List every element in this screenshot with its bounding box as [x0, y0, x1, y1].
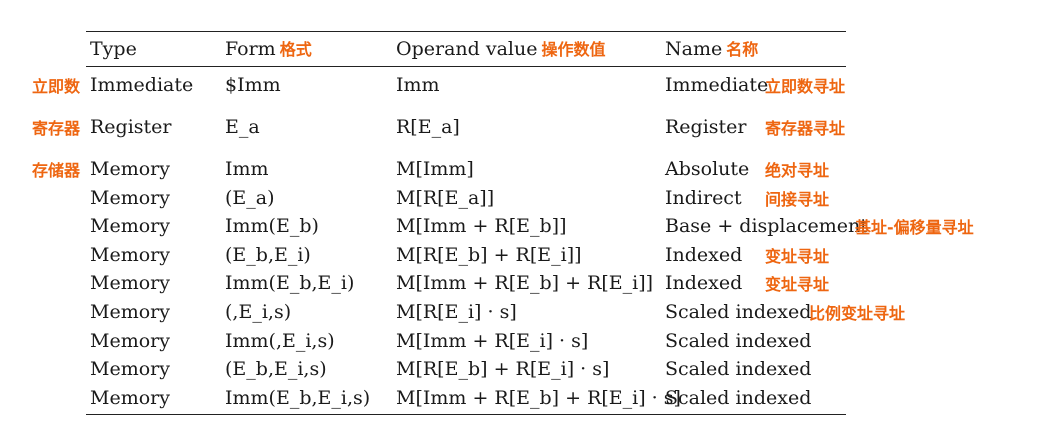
row-form: Imm(,E_i,s): [225, 330, 335, 352]
row-operand-value: M[R[E_b] + R[E_i]]: [396, 244, 582, 266]
header-operand-value-cn: 操作数值: [541, 40, 606, 59]
header-form-cn: 格式: [279, 40, 312, 59]
row-side-annotation: 立即数: [32, 77, 81, 96]
row-name: Scaled indexed: [665, 301, 812, 323]
row-form: E_a: [225, 116, 260, 138]
header-operand-value-label: Operand value: [396, 38, 538, 60]
row-name: Immediate: [665, 74, 769, 96]
row-name-annotation: 绝对寻址: [765, 161, 830, 180]
row-operand-value: M[R[E_i] · s]: [396, 301, 517, 323]
row-form: Imm(E_b,E_i): [225, 272, 355, 294]
row-form: Imm: [225, 158, 269, 180]
row-side-annotation: 寄存器: [32, 119, 81, 138]
row-name: Scaled indexed: [665, 387, 812, 409]
row-operand-value: Imm: [396, 74, 440, 96]
table-header-rule: [86, 66, 846, 67]
row-type: Immediate: [90, 74, 194, 96]
row-operand-value: M[R[E_b] + R[E_i] · s]: [396, 358, 610, 380]
header-operand-value: Operand value 操作数值: [396, 38, 605, 61]
header-name-cn: 名称: [726, 40, 759, 59]
row-name-annotation: 基址-偏移量寻址: [855, 218, 974, 237]
row-type: Memory: [90, 387, 170, 409]
row-form: Imm(E_b,E_i,s): [225, 387, 371, 409]
row-name-annotation: 寄存器寻址: [765, 119, 846, 138]
row-name: Indirect: [665, 187, 742, 209]
row-name: Register: [665, 116, 747, 138]
row-operand-value: M[Imm + R[E_i] · s]: [396, 330, 589, 352]
row-name-annotation: 立即数寻址: [765, 77, 846, 96]
row-name: Scaled indexed: [665, 330, 812, 352]
table-bottom-rule: [86, 414, 846, 415]
row-name-annotation: 间接寻址: [765, 190, 830, 209]
row-type: Memory: [90, 158, 170, 180]
row-operand-value: M[Imm + R[E_b] + R[E_i] · s]: [396, 387, 681, 409]
row-name-annotation: 变址寻址: [765, 247, 830, 266]
row-type: Memory: [90, 358, 170, 380]
row-name-annotation: 变址寻址: [765, 275, 830, 294]
header-name-label: Name: [665, 38, 723, 60]
row-name: Indexed: [665, 272, 743, 294]
header-name: Name 名称: [665, 38, 758, 61]
table-top-rule: [86, 31, 846, 32]
row-form: $Imm: [225, 74, 281, 96]
row-type: Memory: [90, 215, 170, 237]
row-operand-value: M[Imm + R[E_b]]: [396, 215, 567, 237]
row-name: Base + displacement: [665, 215, 868, 237]
row-form: (E_b,E_i,s): [225, 358, 327, 380]
row-type: Memory: [90, 330, 170, 352]
header-form-label: Form: [225, 38, 276, 60]
header-type: Type: [90, 38, 137, 60]
row-form: (E_a): [225, 187, 275, 209]
row-side-annotation: 存储器: [32, 161, 81, 180]
row-form: (E_b,E_i): [225, 244, 311, 266]
row-operand-value: M[R[E_a]]: [396, 187, 495, 209]
row-form: (,E_i,s): [225, 301, 292, 323]
row-name: Indexed: [665, 244, 743, 266]
row-type: Memory: [90, 272, 170, 294]
row-form: Imm(E_b): [225, 215, 319, 237]
row-name: Absolute: [665, 158, 750, 180]
row-name-annotation: 比例变址寻址: [809, 304, 906, 323]
row-operand-value: M[Imm + R[E_b] + R[E_i]]: [396, 272, 654, 294]
row-type: Memory: [90, 244, 170, 266]
row-type: Memory: [90, 301, 170, 323]
row-type: Memory: [90, 187, 170, 209]
row-type: Register: [90, 116, 172, 138]
row-name: Scaled indexed: [665, 358, 812, 380]
row-operand-value: M[Imm]: [396, 158, 474, 180]
header-form: Form 格式: [225, 38, 312, 61]
row-operand-value: R[E_a]: [396, 116, 460, 138]
